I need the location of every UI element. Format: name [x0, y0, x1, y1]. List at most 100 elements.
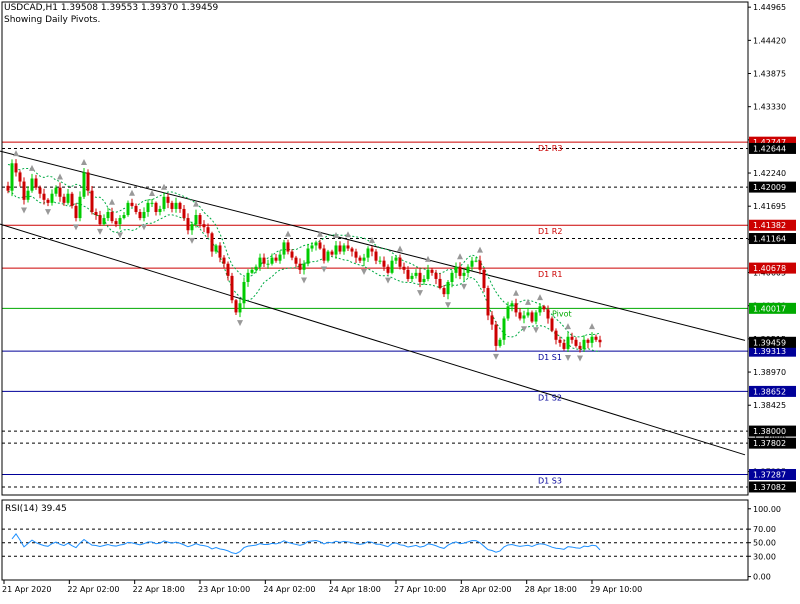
candle-body: [542, 306, 546, 310]
candle-body: [554, 330, 558, 340]
candle-body: [206, 227, 210, 234]
candle-body: [14, 163, 18, 173]
candle-body: [58, 187, 62, 197]
candle-body: [66, 193, 70, 203]
fractal-up-icon: [13, 150, 19, 157]
candle-body: [322, 248, 326, 261]
candle-body: [326, 251, 330, 261]
fractal-up-icon: [333, 231, 339, 238]
fractal-up-icon: [193, 200, 199, 207]
candle-body: [594, 336, 598, 340]
price-panel-border: [1, 1, 749, 496]
bid-marker: [749, 336, 796, 348]
candle-body: [150, 202, 154, 204]
level-marker-label: 1.41164: [753, 235, 786, 244]
candle-body: [306, 248, 310, 264]
candle-body: [590, 336, 594, 343]
candle-body: [218, 245, 222, 258]
candle-body: [366, 248, 370, 258]
candle-body: [598, 339, 602, 343]
candle-body: [74, 205, 78, 219]
candle-body: [498, 339, 502, 346]
fractal-down-icon: [493, 353, 499, 360]
candlesticks: [6, 159, 602, 353]
candle-body: [478, 260, 482, 270]
candle-body: [530, 312, 534, 322]
candle-body: [262, 257, 266, 264]
candle-body: [494, 324, 498, 346]
candle-body: [550, 318, 554, 331]
candle-body: [86, 172, 90, 191]
candle-body: [194, 215, 198, 225]
candle-body: [90, 190, 94, 212]
y-tick-label: 1.38425: [753, 401, 786, 410]
candle-body: [462, 272, 466, 276]
level-marker-label: 1.41382: [753, 221, 786, 230]
fractal-up-icon: [317, 230, 323, 237]
candle-body: [394, 257, 398, 261]
fractal-up-icon: [457, 253, 463, 260]
candle-body: [170, 202, 174, 209]
candle-body: [582, 339, 586, 349]
candle-body: [78, 196, 82, 219]
rsi-y-tick-label: 0.00: [753, 573, 771, 582]
candle-body: [534, 312, 538, 322]
candle-body: [354, 251, 358, 258]
rsi-y-tick-label: 50.00: [753, 539, 776, 548]
level-label: D1 S2: [538, 393, 562, 402]
candle-body: [162, 196, 166, 209]
candle-body: [398, 257, 402, 267]
candle-body: [386, 266, 390, 273]
fractal-down-icon: [521, 326, 527, 333]
level-marker: [749, 425, 796, 437]
candle-body: [510, 303, 514, 307]
fractal-up-icon: [513, 289, 519, 296]
candle-body: [82, 172, 86, 197]
candle-body: [586, 339, 590, 343]
level-marker: [749, 262, 796, 274]
rsi-y-tick-label: 30.00: [753, 552, 776, 561]
channel-line: [0, 150, 746, 341]
y-tick-label: 1.41695: [753, 202, 786, 211]
x-tick-label: 22 Apr 02:00: [67, 585, 119, 594]
rsi-line: [11, 533, 601, 555]
candle-body: [330, 251, 334, 255]
fractal-up-icon: [57, 173, 63, 180]
y-tick-label: 1.38970: [753, 368, 786, 377]
candle-body: [538, 306, 542, 313]
candle-body: [238, 303, 242, 313]
candle-body: [242, 281, 246, 304]
candle-body: [186, 218, 190, 231]
fractal-up-icon: [345, 231, 351, 238]
rsi-panel: [2, 528, 748, 557]
level-marker-label: 1.38652: [753, 387, 786, 396]
level-marker: [749, 385, 796, 397]
candle-body: [34, 178, 38, 188]
candle-body: [202, 224, 206, 228]
fractal-up-icon: [589, 323, 595, 330]
fractal-up-icon: [537, 294, 543, 301]
fractal-up-icon: [81, 158, 87, 165]
candle-body: [246, 272, 250, 282]
candle-body: [230, 275, 234, 301]
candle-body: [414, 272, 418, 276]
level-marker-label: 1.37802: [753, 439, 786, 448]
candle-body: [274, 257, 278, 261]
candle-body: [318, 242, 322, 249]
fractal-up-icon: [477, 246, 483, 253]
candle-body: [438, 278, 442, 289]
level-labels: D1 R3 D1 R2 D1 R1 Pivot D1 S1 D1 S2 D1 S3: [538, 144, 572, 485]
candle-body: [222, 257, 226, 264]
candle-body: [26, 190, 30, 200]
fractal-down-icon: [533, 327, 539, 334]
level-marker: [749, 233, 796, 245]
level-marker-label: 1.38000: [753, 427, 786, 436]
bid-marker-label: 1.39459: [753, 338, 786, 347]
candle-body: [270, 257, 274, 264]
candle-body: [130, 202, 134, 206]
fractal-markers: [13, 150, 595, 362]
candle-body: [70, 193, 74, 206]
candle-body: [166, 196, 170, 203]
